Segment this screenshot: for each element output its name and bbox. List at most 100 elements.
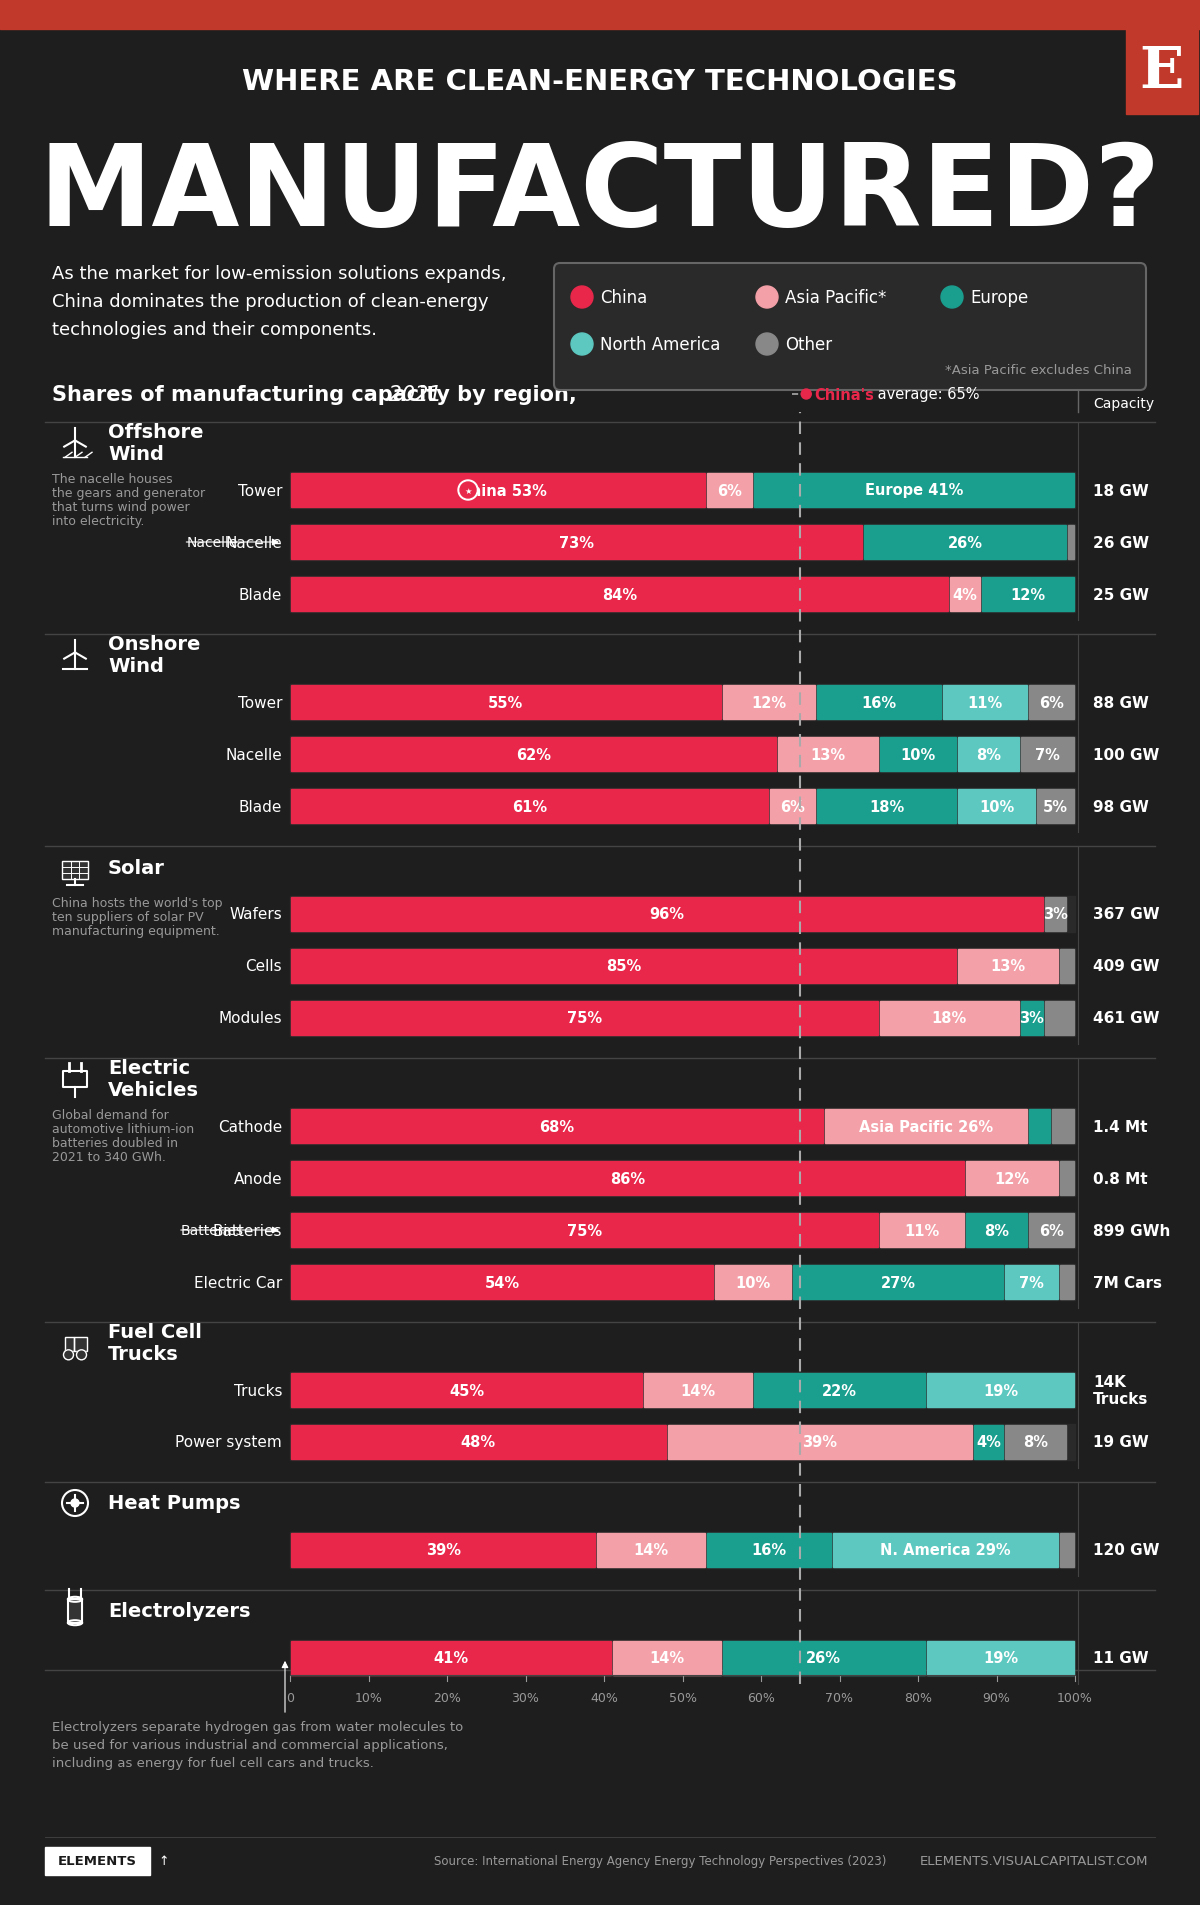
Text: 16%: 16%: [751, 1543, 786, 1558]
Bar: [644, 1374, 752, 1408]
Text: 120 GW: 120 GW: [1093, 1543, 1159, 1558]
Text: 68%: 68%: [539, 1118, 575, 1133]
Bar: [598, 1534, 706, 1568]
Text: ★: ★: [464, 486, 472, 495]
Text: 60%: 60%: [748, 1692, 775, 1705]
Bar: [880, 737, 956, 772]
Text: automotive lithium-ion: automotive lithium-ion: [52, 1122, 194, 1135]
Text: Tower: Tower: [238, 484, 282, 499]
Text: 3%: 3%: [1019, 1012, 1044, 1027]
Text: 96%: 96%: [649, 907, 684, 922]
Bar: [290, 789, 1075, 825]
Text: 70%: 70%: [826, 1692, 853, 1705]
Text: Source: International Energy Agency Energy Technology Perspectives (2023): Source: International Energy Agency Ener…: [434, 1855, 886, 1867]
Text: 4%: 4%: [977, 1434, 1001, 1450]
Bar: [292, 686, 721, 720]
Text: Trucks: Trucks: [234, 1383, 282, 1398]
Bar: [290, 472, 1075, 509]
Bar: [754, 474, 1074, 509]
Text: 14%: 14%: [649, 1650, 684, 1665]
Text: 19%: 19%: [983, 1650, 1018, 1665]
Text: 1.4 Mt: 1.4 Mt: [1093, 1118, 1147, 1133]
Text: 10%: 10%: [354, 1692, 383, 1705]
Bar: [292, 1162, 964, 1194]
Text: 27%: 27%: [881, 1274, 916, 1290]
Bar: [817, 789, 956, 823]
Text: 62%: 62%: [516, 747, 551, 762]
Text: 4%: 4%: [953, 587, 978, 602]
Text: 6%: 6%: [1039, 695, 1064, 711]
Text: 75%: 75%: [566, 1223, 602, 1238]
Circle shape: [77, 1351, 86, 1360]
Text: 25 GW: 25 GW: [1093, 587, 1150, 602]
Bar: [292, 1265, 713, 1299]
Bar: [667, 1425, 972, 1459]
Bar: [292, 1425, 666, 1459]
Bar: [950, 577, 979, 612]
Bar: [290, 949, 1075, 985]
Text: 12%: 12%: [751, 695, 786, 711]
Text: 39%: 39%: [426, 1543, 461, 1558]
Bar: [1068, 526, 1074, 560]
Text: Electrolyzers: Electrolyzers: [108, 1602, 251, 1621]
Bar: [290, 1640, 1075, 1676]
Text: 6%: 6%: [1039, 1223, 1064, 1238]
Text: 8%: 8%: [976, 747, 1001, 762]
Bar: [292, 1534, 595, 1568]
Text: Electric Car: Electric Car: [193, 1274, 282, 1290]
Text: 10%: 10%: [979, 798, 1014, 813]
Text: Global demand for: Global demand for: [52, 1109, 169, 1122]
Text: ten suppliers of solar PV: ten suppliers of solar PV: [52, 911, 204, 924]
Bar: [1061, 1534, 1074, 1568]
Text: 100%: 100%: [1057, 1692, 1093, 1705]
Bar: [817, 686, 941, 720]
Bar: [292, 526, 862, 560]
Text: China: China: [600, 290, 647, 307]
Bar: [292, 897, 1043, 932]
Bar: [65, 1337, 73, 1351]
Text: ↑: ↑: [158, 1855, 168, 1867]
Text: 2021 to 340 GWh.: 2021 to 340 GWh.: [52, 1151, 166, 1164]
Text: that turns wind power: that turns wind power: [52, 501, 190, 514]
Text: Wafers: Wafers: [229, 907, 282, 922]
Bar: [722, 1640, 925, 1674]
Text: 12%: 12%: [1010, 587, 1045, 602]
Bar: [290, 1212, 1075, 1248]
Text: 6%: 6%: [718, 484, 742, 499]
Bar: [73, 1337, 86, 1351]
Bar: [926, 1374, 1074, 1408]
Text: 45%: 45%: [449, 1383, 484, 1398]
Bar: [1037, 789, 1074, 823]
Circle shape: [458, 480, 478, 501]
Bar: [1061, 949, 1074, 983]
Text: 3%: 3%: [1043, 907, 1068, 922]
Text: 10%: 10%: [900, 747, 936, 762]
Bar: [707, 1534, 830, 1568]
Bar: [880, 1213, 964, 1248]
Circle shape: [71, 1499, 79, 1507]
Bar: [292, 1213, 877, 1248]
Text: The nacelle houses: The nacelle houses: [52, 472, 173, 486]
Bar: [292, 474, 706, 509]
Text: 13%: 13%: [991, 958, 1026, 973]
Bar: [1028, 1109, 1050, 1143]
Bar: [1006, 1425, 1066, 1459]
Bar: [1028, 1213, 1074, 1248]
Bar: [1044, 1002, 1074, 1036]
Text: Onshore
Wind: Onshore Wind: [108, 634, 200, 676]
Bar: [290, 1160, 1075, 1196]
Text: 80%: 80%: [904, 1692, 932, 1705]
Bar: [793, 1265, 1003, 1299]
Bar: [880, 1002, 1019, 1036]
Text: Asia Pacific 26%: Asia Pacific 26%: [859, 1118, 992, 1133]
Bar: [292, 1374, 642, 1408]
Text: 7M Cars: 7M Cars: [1093, 1274, 1162, 1290]
Text: Offshore
Wind: Offshore Wind: [108, 423, 204, 465]
Bar: [65, 1337, 73, 1351]
Bar: [290, 897, 1075, 933]
Bar: [292, 737, 775, 772]
Bar: [959, 949, 1058, 983]
Text: 40%: 40%: [590, 1692, 618, 1705]
Text: 14K
Trucks: 14K Trucks: [1093, 1374, 1148, 1406]
Text: manufacturing equipment.: manufacturing equipment.: [52, 924, 220, 937]
